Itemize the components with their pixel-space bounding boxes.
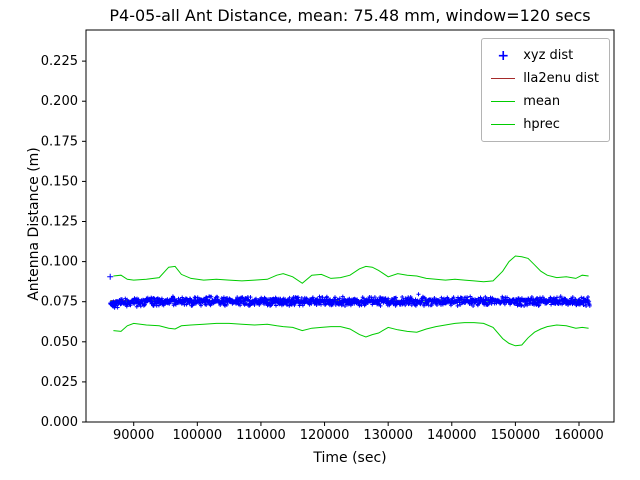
legend-label: xyz dist [523,48,574,63]
y-tick-label: 0.050 [41,335,78,350]
legend-item-xyz-dist: + xyz dist [490,44,599,67]
y-tick-label: 0.025 [41,375,78,390]
axes-frame [85,29,615,423]
legend-label: hprec [523,117,560,132]
plus-marker-icon: + [497,47,510,64]
series-hprec-lower [113,322,589,347]
y-tick-label: 0.175 [41,134,78,149]
x-tick-label: 140000 [427,428,477,443]
chart-title: P4-05-all Ant Distance, mean: 75.48 mm, … [109,6,591,25]
x-tick-label: 120000 [300,428,350,443]
y-tick-label: 0.100 [41,255,78,270]
legend: + xyz dist lla2enu dist mean hprec [481,38,610,142]
legend-label: lla2enu dist [523,71,599,86]
x-tick-label: 150000 [491,428,541,443]
legend-item-lla2enu-dist: lla2enu dist [490,67,599,90]
line-marker-icon [490,101,516,102]
line-marker-icon [490,78,516,79]
line-marker-icon [490,124,516,125]
legend-item-mean: mean [490,90,599,113]
x-tick-label: 90000 [113,428,154,443]
x-tick-label: 160000 [554,428,604,443]
y-tick-label: 0.125 [41,215,78,230]
x-tick-label: 100000 [173,428,223,443]
y-tick-label: 0.200 [41,94,78,109]
series-xyz-dist [107,273,592,310]
y-tick-label: 0.000 [41,415,78,430]
series-hprec-upper [113,255,589,284]
x-tick-label: 110000 [236,428,286,443]
x-axis-label: Time (sec) [313,450,387,466]
legend-label: mean [523,94,561,109]
y-tick-label: 0.225 [41,54,78,69]
y-tick-label: 0.075 [41,295,78,310]
legend-item-hprec: hprec [490,113,599,136]
y-tick-label: 0.150 [41,174,78,189]
x-tick-label: 130000 [363,428,413,443]
